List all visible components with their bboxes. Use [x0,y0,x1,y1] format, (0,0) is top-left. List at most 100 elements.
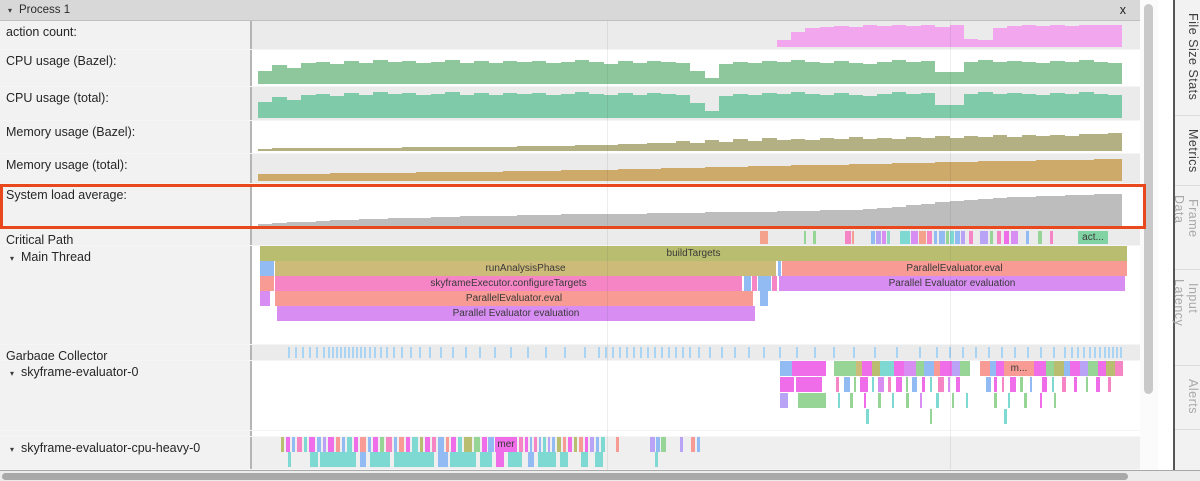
event-bar[interactable] [922,377,925,392]
event-bar[interactable] [904,361,916,376]
event-bar[interactable] [872,361,880,376]
event-bar[interactable] [878,393,881,408]
event-bar[interactable] [432,437,436,452]
event-bar[interactable] [950,231,954,244]
event-bar[interactable] [871,231,875,244]
event-chip[interactable]: Parallel Evaluator evaluation [779,276,1125,291]
gc-event-tick[interactable] [796,347,798,358]
event-bar[interactable] [880,361,894,376]
gc-event-tick[interactable] [896,347,898,358]
event-bar[interactable] [548,437,550,452]
event-bar[interactable] [838,393,840,408]
event-bar[interactable] [952,393,954,408]
event-bar[interactable] [260,261,274,276]
event-bar[interactable] [304,437,307,452]
track-chart-cpu-bazel[interactable] [252,50,1140,86]
gc-event-tick[interactable] [1077,347,1079,358]
event-bar[interactable] [412,437,418,452]
event-bar[interactable] [260,291,270,306]
tab-frame-data[interactable]: Frame Data [1172,186,1200,270]
event-bar[interactable] [590,437,594,452]
event-bar[interactable] [560,452,568,467]
event-chip[interactable]: act... [1078,231,1108,244]
event-bar[interactable] [872,377,874,392]
event-bar[interactable] [1096,377,1100,392]
close-icon[interactable]: x [1119,3,1126,17]
gc-event-tick[interactable] [721,347,723,358]
track-chart-skyframe-evaluator-0[interactable]: m... [252,361,1140,430]
event-bar[interactable] [813,231,816,244]
gc-event-tick[interactable] [612,347,614,358]
collapse-arrow-icon[interactable]: ▾ [10,369,15,378]
gc-event-tick[interactable] [364,347,366,358]
event-bar[interactable] [288,452,291,467]
event-bar[interactable] [519,437,523,452]
event-bar[interactable] [796,377,822,392]
gc-event-tick[interactable] [988,347,990,358]
event-bar[interactable] [458,437,462,452]
event-bar[interactable] [1011,231,1018,244]
event-bar[interactable] [1046,361,1054,376]
gc-event-tick[interactable] [654,347,656,358]
event-bar[interactable] [924,361,934,376]
event-bar[interactable] [530,437,532,452]
event-bar[interactable] [360,452,366,467]
event-bar[interactable] [399,437,404,452]
event-bar[interactable] [1108,377,1111,392]
gc-event-tick[interactable] [1071,347,1073,358]
event-bar[interactable] [488,437,494,452]
gc-event-tick[interactable] [316,347,318,358]
event-chip[interactable]: buildTargets [260,246,1127,261]
event-bar[interactable] [960,361,970,376]
event-bar[interactable] [1088,361,1098,376]
event-bar[interactable] [836,377,839,392]
gc-event-tick[interactable] [689,347,691,358]
gc-event-tick[interactable] [332,347,334,358]
gc-event-tick[interactable] [352,347,354,358]
event-bar[interactable] [661,437,666,452]
event-bar[interactable] [938,377,944,392]
event-bar[interactable] [438,452,448,467]
gc-event-tick[interactable] [386,347,388,358]
gc-event-tick[interactable] [1116,347,1118,358]
event-bar[interactable] [543,437,546,452]
gc-event-tick[interactable] [1040,347,1042,358]
gc-event-tick[interactable] [302,347,304,358]
event-bar[interactable] [896,377,902,392]
event-bar[interactable] [798,393,826,408]
event-bar[interactable] [386,437,392,452]
event-bar[interactable] [1106,361,1115,376]
event-bar[interactable] [496,452,504,467]
event-bar[interactable] [354,437,358,452]
event-bar[interactable] [866,409,869,424]
event-bar[interactable] [948,377,950,392]
gc-event-tick[interactable] [668,347,670,358]
event-bar[interactable] [856,361,862,376]
event-bar[interactable] [852,231,854,244]
event-bar[interactable] [579,437,583,452]
event-bar[interactable] [260,276,274,291]
event-bar[interactable] [347,437,352,452]
event-bar[interactable] [451,437,456,452]
event-bar[interactable] [919,231,926,244]
gc-event-tick[interactable] [1089,347,1091,358]
event-bar[interactable] [474,437,480,452]
event-bar[interactable] [952,361,960,376]
vertical-scrollbar[interactable] [1140,0,1158,470]
gc-event-tick[interactable] [682,347,684,358]
event-bar[interactable] [994,377,997,392]
gc-event-tick[interactable] [1104,347,1106,358]
event-bar[interactable] [887,231,890,244]
gc-event-tick[interactable] [336,347,338,358]
event-bar[interactable] [994,393,997,408]
event-bar[interactable] [464,437,472,452]
track-chart-spacer[interactable] [252,431,1140,436]
event-bar[interactable] [317,437,321,452]
event-bar[interactable] [780,361,792,376]
track-chart-mem-total[interactable] [252,154,1140,183]
event-bar[interactable] [927,231,932,244]
event-chip[interactable]: mer [495,437,517,452]
gc-event-tick[interactable] [1094,347,1096,358]
gc-event-tick[interactable] [369,347,371,358]
gc-event-tick[interactable] [323,347,325,358]
